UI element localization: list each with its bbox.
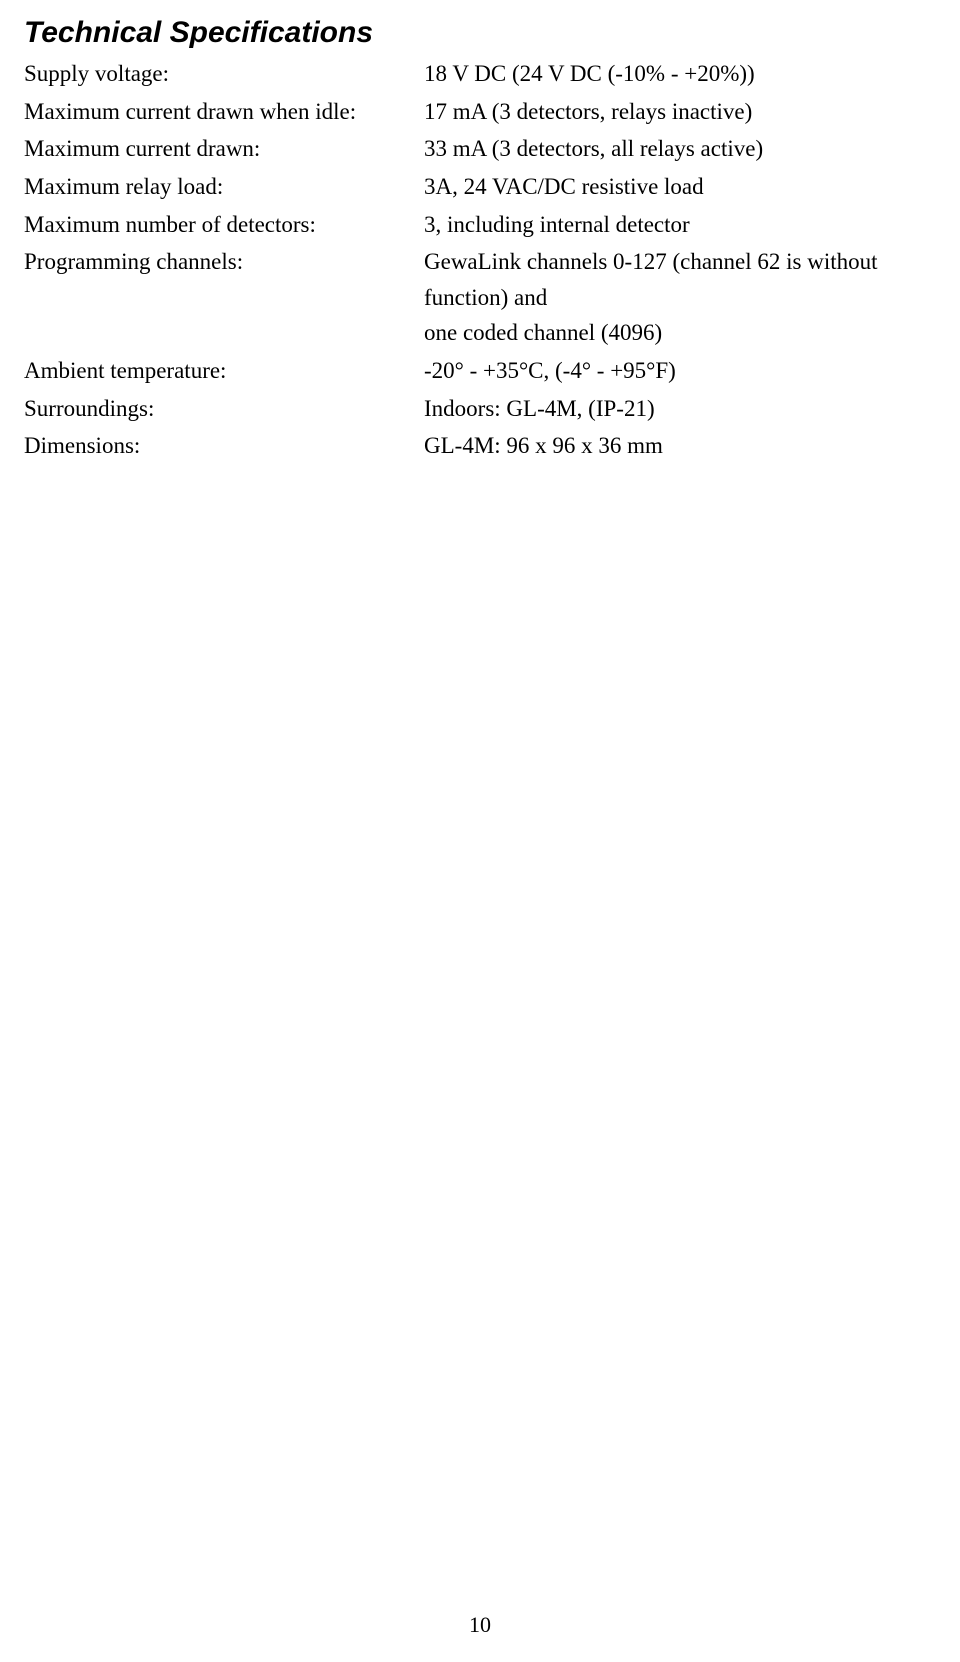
spec-label: Dimensions: — [24, 428, 424, 464]
spec-value: -20° - +35°C, (-4° - +95°F) — [424, 353, 936, 389]
spec-value: 3, including internal detector — [424, 207, 936, 243]
spec-label: Maximum current drawn: — [24, 131, 424, 167]
spec-value: 33 mA (3 detectors, all relays active) — [424, 131, 936, 167]
spec-value: 3A, 24 VAC/DC resistive load — [424, 169, 936, 205]
spec-label: Surroundings: — [24, 391, 424, 427]
spec-row: Supply voltage: 18 V DC (24 V DC (-10% -… — [24, 56, 936, 92]
spec-row: Maximum current drawn: 33 mA (3 detector… — [24, 131, 936, 167]
spec-label: Maximum current drawn when idle: — [24, 94, 424, 130]
spec-label: Supply voltage: — [24, 56, 424, 92]
spec-value: 17 mA (3 detectors, relays inactive) — [424, 94, 936, 130]
spec-row: Programming channels: GewaLink channels … — [24, 244, 936, 351]
page: Technical Specifications Supply voltage:… — [0, 0, 960, 1662]
spec-label: Ambient temperature: — [24, 353, 424, 389]
spec-value: Indoors: GL-4M, (IP-21) — [424, 391, 936, 427]
spec-row: Maximum current drawn when idle: 17 mA (… — [24, 94, 936, 130]
spec-label: Maximum relay load: — [24, 169, 424, 205]
spec-row: Maximum number of detectors: 3, includin… — [24, 207, 936, 243]
spec-value: 18 V DC (24 V DC (-10% - +20%)) — [424, 56, 936, 92]
spec-row: Maximum relay load: 3A, 24 VAC/DC resist… — [24, 169, 936, 205]
spec-label: Maximum number of detectors: — [24, 207, 424, 243]
spec-value: GL-4M: 96 x 96 x 36 mm — [424, 428, 936, 464]
page-number: 10 — [0, 1612, 960, 1638]
spec-row: Surroundings: Indoors: GL-4M, (IP-21) — [24, 391, 936, 427]
spec-row: Dimensions: GL-4M: 96 x 96 x 36 mm — [24, 428, 936, 464]
page-title: Technical Specifications — [24, 16, 936, 50]
spec-value: GewaLink channels 0-127 (channel 62 is w… — [424, 244, 936, 351]
spec-label: Programming channels: — [24, 244, 424, 280]
spec-row: Ambient temperature: -20° - +35°C, (-4° … — [24, 353, 936, 389]
spec-list: Supply voltage: 18 V DC (24 V DC (-10% -… — [24, 56, 936, 464]
